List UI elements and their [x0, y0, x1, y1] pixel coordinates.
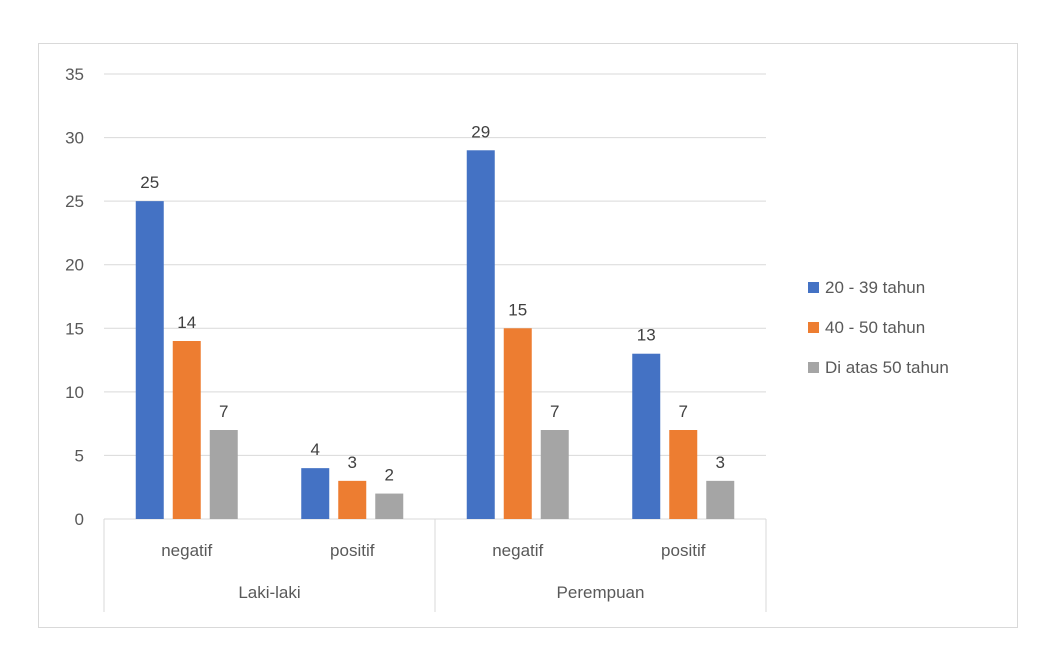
- bar: [301, 468, 330, 519]
- y-tick-label: 5: [75, 446, 84, 465]
- data-label: 7: [679, 402, 688, 421]
- y-tick-label: 30: [65, 129, 84, 148]
- data-label: 4: [311, 440, 320, 459]
- y-tick-label: 15: [65, 319, 84, 338]
- y-tick-label: 10: [65, 383, 84, 402]
- data-label: 25: [140, 173, 159, 192]
- group-label: Perempuan: [557, 583, 645, 602]
- y-tick-label: 0: [75, 510, 84, 529]
- data-label: 7: [550, 402, 559, 421]
- group-label: Laki-laki: [238, 583, 300, 602]
- bar: [503, 328, 532, 519]
- legend-label: 40 - 50 tahun: [825, 318, 925, 337]
- y-tick-label: 20: [65, 256, 84, 275]
- bar: [466, 150, 495, 520]
- bar: [135, 201, 164, 519]
- data-label: 2: [385, 466, 394, 485]
- bar: [209, 430, 238, 519]
- bar: [172, 341, 201, 519]
- data-label: 13: [637, 326, 656, 345]
- category-label: negatif: [161, 541, 212, 560]
- legend-label: Di atas 50 tahun: [825, 358, 949, 377]
- category-label: positif: [330, 541, 375, 560]
- category-label: positif: [661, 541, 706, 560]
- legend-label: 20 - 39 tahun: [825, 278, 925, 297]
- data-label: 7: [219, 402, 228, 421]
- legend-swatch: [808, 282, 819, 293]
- bar: [632, 353, 661, 519]
- y-tick-label: 25: [65, 192, 84, 211]
- data-label: 14: [177, 313, 196, 332]
- bar: [338, 480, 367, 519]
- data-label: 15: [508, 300, 527, 319]
- bar: [375, 493, 404, 519]
- bar: [669, 430, 698, 519]
- data-label: 29: [471, 122, 490, 141]
- data-label: 3: [716, 453, 725, 472]
- legend-swatch: [808, 362, 819, 373]
- bar: [706, 480, 735, 519]
- y-tick-label: 35: [65, 65, 84, 84]
- bar: [540, 430, 569, 519]
- data-label: 3: [348, 453, 357, 472]
- legend-swatch: [808, 322, 819, 333]
- category-label: negatif: [492, 541, 543, 560]
